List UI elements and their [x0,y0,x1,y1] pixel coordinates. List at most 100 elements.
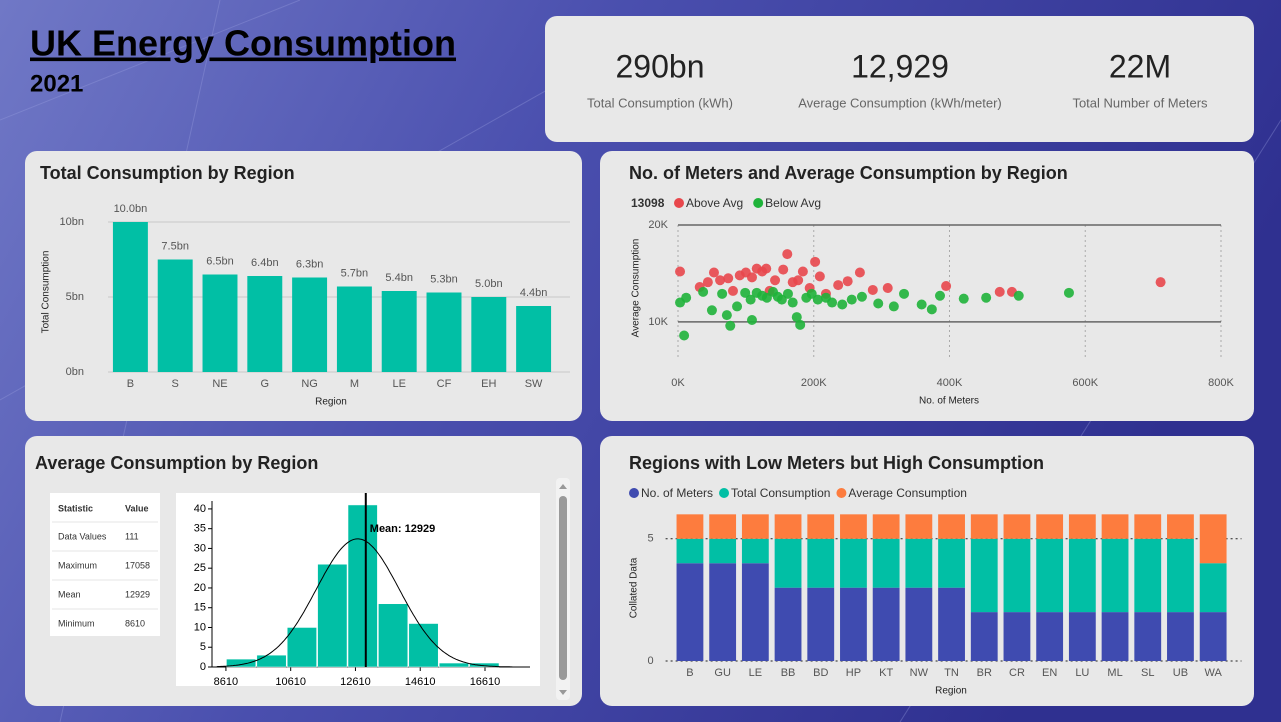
x-tick-label: 800K [1208,377,1234,389]
y-tick-label: 20 [194,582,206,594]
y-tick-label: 10 [194,621,206,633]
x-tick-label: TN [944,667,959,679]
table-cell: 12929 [125,589,150,599]
x-tick-label: LU [1075,667,1089,679]
y-tick-label: 35 [194,523,206,535]
histogram-bar [286,627,317,668]
table-header: Statistic [58,503,93,513]
x-tick-label: GU [714,667,731,679]
y-tick-label: 5bn [66,291,84,303]
point [770,275,781,286]
x-tick-label: 8610 [214,676,238,688]
x-tick-label: UB [1173,667,1188,679]
bar-segment [1167,514,1194,539]
point [732,301,743,312]
legend-label: Above Avg [686,196,743,210]
bar-segment [905,587,933,661]
legend-title: 13098 [631,196,665,210]
point [837,299,848,310]
table-cell: 8610 [125,618,145,628]
x-tick-label: NW [910,667,929,679]
bar-segment [807,514,835,539]
chart-title: Average Consumption by Region [35,453,318,473]
legend-marker [836,488,847,498]
point [745,294,756,305]
x-tick-label: NG [301,378,318,390]
point [827,297,838,308]
bar [292,277,328,372]
point [715,275,726,286]
bar [157,259,193,372]
bar [112,222,148,372]
bar-segment [1134,538,1162,613]
bar-segment [938,587,965,661]
point [698,286,709,297]
histogram-bar [378,603,409,668]
table-cell: 17058 [125,560,150,570]
point [782,249,793,260]
data-label: 6.4bn [251,257,279,269]
point [854,267,865,278]
table-cell: Maximum [58,560,97,570]
point [675,266,686,277]
x-tick-label: NE [212,378,227,390]
table-cell: Mean [58,589,81,599]
x-tick-label: 0K [671,377,685,389]
point [934,290,945,301]
bar-segment [970,612,998,661]
x-tick-label: WA [1204,667,1222,679]
bar-segment [905,538,933,588]
legend-label: Below Avg [765,196,821,210]
point [981,292,992,303]
point [867,284,878,295]
bar-segment [807,587,835,661]
bar-segment [1068,612,1096,661]
y-tick-label: 10K [648,316,668,328]
x-tick-label: CF [437,378,452,390]
data-label: 10.0bn [114,203,148,215]
bar-segment [709,563,737,661]
point [873,298,884,309]
bar-segment [709,538,737,564]
bar-segment [970,514,998,539]
bar-segment [970,538,998,613]
bar-segment [1167,612,1194,661]
point [810,256,821,267]
x-axis-label: Region [935,686,967,697]
point [782,288,793,299]
bar-segment [1036,514,1064,539]
data-label: 4.4bn [520,287,548,299]
x-axis-label: Region [315,397,347,408]
point [761,263,772,274]
bar-segment [1068,538,1096,613]
point [1155,277,1166,288]
point [882,283,893,293]
point [842,276,853,287]
point [958,293,969,304]
point [717,288,728,299]
kpi-value: 22M [1109,48,1171,84]
x-tick-label: LE [392,378,405,390]
point [795,319,806,330]
x-tick-label: LE [749,667,762,679]
bar-segment [1199,563,1227,613]
x-tick-label: 600K [1072,377,1098,389]
bar-segment [905,514,933,539]
bar-segment [774,587,802,661]
table-cell: 111 [125,531,139,541]
kpi-label: Total Number of Meters [1072,95,1208,110]
scrollbar-thumb[interactable] [559,496,567,680]
bar-segment [872,587,900,661]
point [791,312,802,323]
y-tick-label: 0bn [66,366,84,378]
bar-segment [1003,514,1031,539]
y-tick-label: 25 [194,562,206,574]
point [681,292,692,303]
page-title: UK Energy Consumption [30,23,456,64]
x-tick-label: BR [977,667,992,679]
x-tick-label: KT [879,667,893,679]
bar [381,291,417,372]
bar-segment [938,538,965,588]
bar-segment [840,538,867,588]
